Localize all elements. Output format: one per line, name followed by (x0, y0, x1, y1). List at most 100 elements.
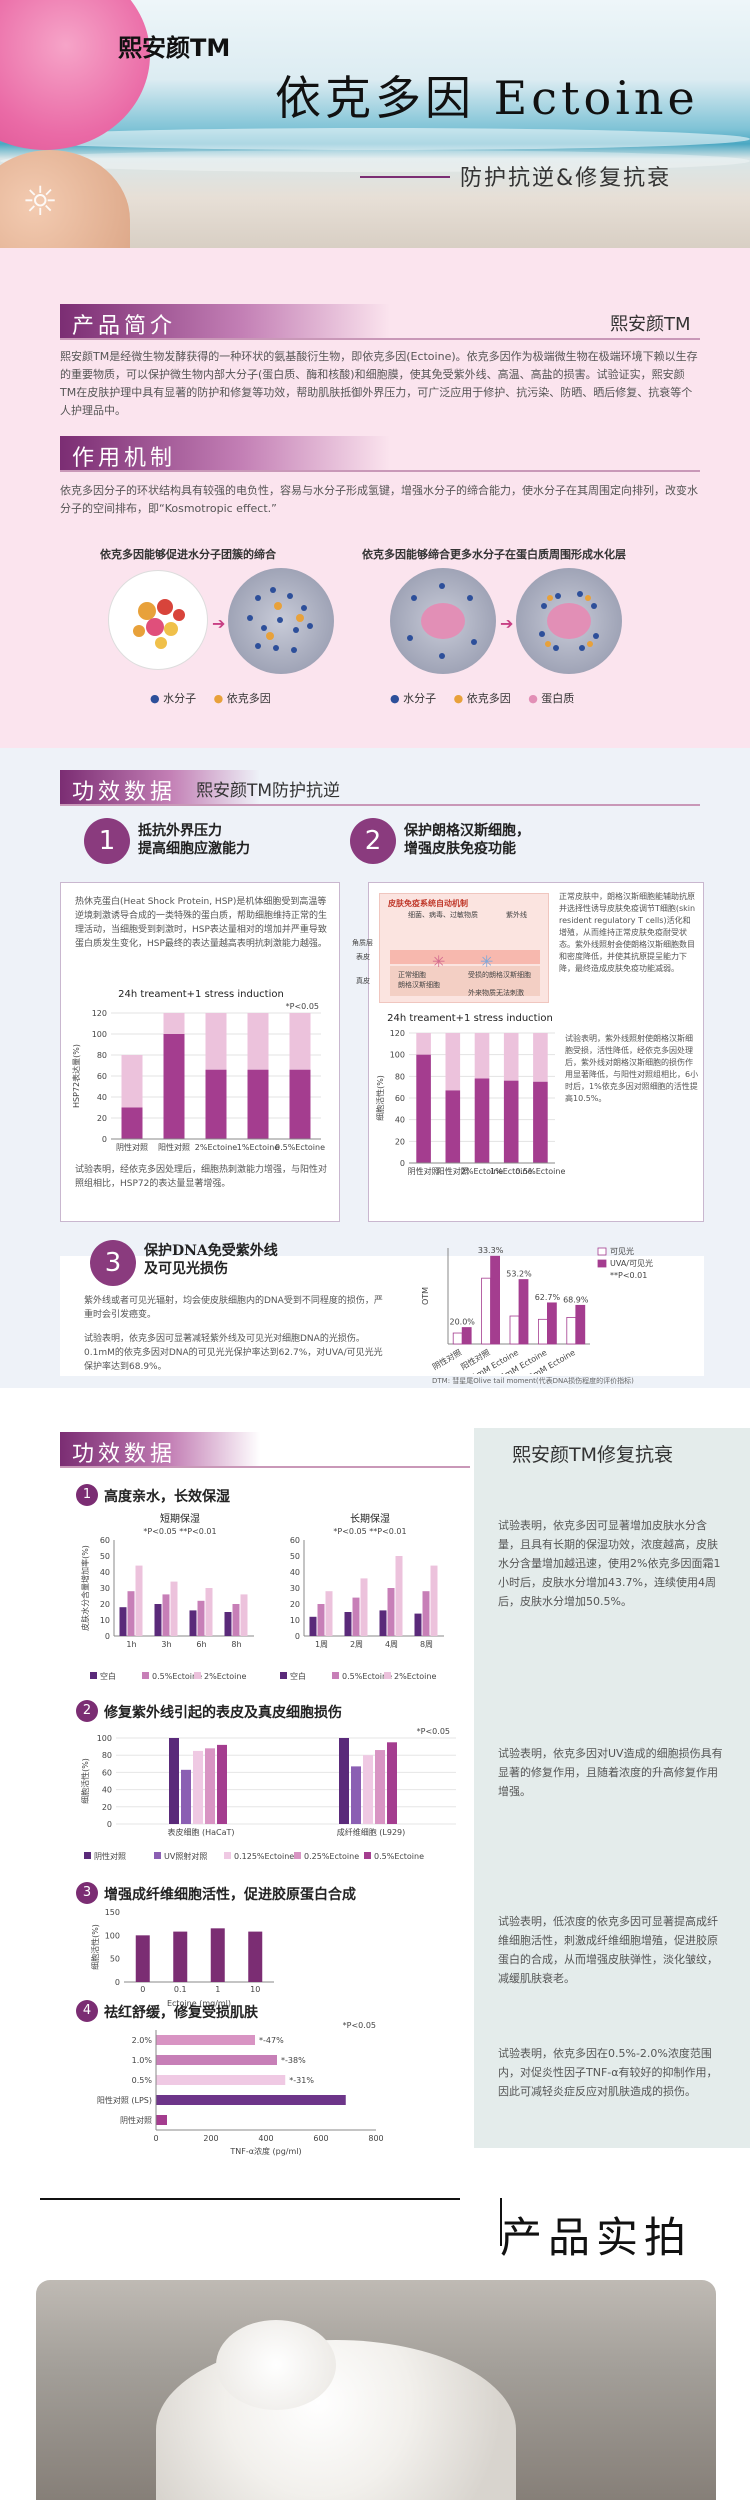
item4-title: 祛红舒缓，修复受损肌肤 (104, 2005, 258, 2021)
x-tick-label: 4周 (385, 1640, 398, 1649)
bar (156, 2055, 277, 2065)
bar (452, 1332, 463, 1345)
y-tick-label: 30 (290, 1584, 300, 1593)
data-label: 62.7% (535, 1293, 561, 1302)
y-tick-label: 20 (395, 1137, 405, 1146)
y-tick-label: 0 (400, 1159, 405, 1168)
bar (154, 1604, 162, 1636)
section-title: 作用机制 (72, 446, 177, 471)
damaged-cell-icon: ✳ (480, 952, 494, 971)
ectoine-cluster-icon (133, 599, 185, 649)
side-text-panel (474, 1428, 750, 2148)
x-axis-label: Ectoine (mg/ml) (167, 1999, 231, 2008)
card1-footer: 试验表明，经依克多因处理后，细胞热刺激能力增强，与阳性对照组相比，HSP72的表… (75, 1165, 328, 1189)
hero-brand: 熙安颜TM (118, 34, 231, 62)
subtitle-divider (360, 176, 450, 178)
x-tick-label: 0 (140, 1985, 145, 1994)
y-axis-label: 细胞活性(%) (80, 1758, 90, 1804)
title-rule (500, 2198, 502, 2246)
step-badge-4: 4 (76, 2000, 98, 2022)
bar (490, 1255, 500, 1345)
x-tick-label: 阴性对照 (116, 1142, 148, 1152)
bar (566, 1316, 577, 1345)
cell-repair-chart: *P<0.05 细胞活性(%) 0 20 40 60 80 100 表皮细胞 (HaCaT) 成纤… (80, 1727, 456, 1861)
y-tick-label: 20 (102, 1803, 112, 1812)
y-tick-label: 10 (290, 1616, 300, 1625)
legend-swatch (142, 1672, 149, 1679)
x-tick-label: 200 (203, 2134, 218, 2143)
legend-label: 0.5%Ectoine (152, 1672, 202, 1681)
x-tick-label: 1周 (315, 1640, 328, 1649)
bar (197, 1600, 205, 1636)
bar (416, 1054, 431, 1163)
arrow-right-icon: ➔ (212, 614, 226, 633)
efficacy2-brand: 熙安颜TM修复抗衰 (512, 1444, 673, 1466)
divider (60, 470, 700, 472)
bar (317, 1604, 325, 1636)
title-rule (40, 2198, 460, 2200)
bar (395, 1556, 403, 1636)
bar (224, 1612, 232, 1636)
chart-note: *P<0.05 (286, 1002, 319, 1011)
card-2: 皮肤免疫系统自动机制 ✳ ✳ 细菌、病毒、过敏物质 紫外线 角质层 表皮 真皮 … (352, 882, 704, 1222)
bar (169, 1738, 179, 1824)
data-label: 68.9% (563, 1295, 589, 1304)
efficacy-protect-section: 功效数据 熙安颜TM防护抗逆 1 抵抗外界压力 提高细胞应激能力 热休克蛋白(H… (0, 748, 750, 1388)
legend-label: 阴性对照 (94, 1851, 126, 1861)
data-label: 53.2% (506, 1270, 532, 1279)
y-tick-label: 80 (102, 1751, 112, 1760)
x-tick-label: 阳性对照 (158, 1142, 190, 1152)
y-tick-label: 60 (290, 1536, 300, 1545)
y-tick-label: 50 (290, 1552, 300, 1561)
y-tick-label: 100 (390, 1051, 405, 1060)
x-tick-label: 400 (258, 2134, 273, 2143)
arrow-right-icon: ➔ (500, 614, 514, 633)
protein-water-icon (407, 583, 477, 659)
section-title: 功效数据 (72, 780, 177, 805)
card1-title: 抵抗外界压力 提高细胞应激能力 (138, 823, 250, 857)
efficacy1-brand: 熙安颜TM防护抗逆 (196, 781, 341, 801)
bar (575, 1304, 586, 1345)
x-tick-label: 2周 (350, 1640, 363, 1649)
chart-note: *P<0.05 **P<0.01 (143, 1527, 216, 1536)
data-label: *-47% (259, 2036, 284, 2045)
legend-swatch (194, 1672, 201, 1679)
y-tick-label: 40 (100, 1568, 110, 1577)
chart-note: *P<0.05 **P<0.01 (333, 1527, 406, 1536)
bar (181, 1769, 191, 1824)
section-title: 产品简介 (72, 314, 177, 339)
legend-swatch (332, 1672, 339, 1679)
item2-text: 试验表明，依克多因对UV造成的细胞损伤具有显著的修复作用，且随着浓度的升高修复作… (498, 1747, 723, 1798)
bar (205, 1069, 227, 1139)
y-tick-label: 阴性对照 (120, 2115, 152, 2125)
bar (547, 1302, 557, 1345)
bar (163, 1013, 185, 1034)
x-tick-label: 8周 (420, 1640, 433, 1649)
y-tick-label: 150 (105, 1908, 120, 1917)
y-tick-label: 120 (390, 1029, 405, 1038)
chart-note: DTM: 彗星尾Olive tail moment(代表DNA损伤程度的评价指标… (432, 1377, 634, 1385)
legend-label: 空白 (100, 1671, 116, 1681)
legend-swatch (364, 1852, 371, 1859)
water-molecule-icon: ● (390, 692, 400, 705)
bar (474, 1033, 490, 1079)
bar (325, 1591, 333, 1636)
y-tick-label: 60 (102, 1768, 112, 1777)
bar (156, 2075, 286, 2085)
y-tick-label: 50 (110, 1955, 120, 1964)
y-axis-label: 细胞活性(%) (90, 1924, 100, 1970)
y-tick-label: 1.0% (132, 2056, 153, 2065)
x-tick-label: 0 (153, 2134, 158, 2143)
legend-swatch (597, 1247, 607, 1256)
bar (509, 1315, 520, 1345)
bar (445, 1090, 461, 1163)
y-tick-label: 80 (97, 1051, 107, 1060)
x-tick-label: 1%Ectoine (237, 1143, 279, 1152)
item1-text: 试验表明，依克多因可显著增加皮肤水分含量，且具有长期的保湿功效，浓度越高，皮肤水… (498, 1519, 721, 1608)
bar (339, 1738, 349, 1824)
sun-icon: ☼ (22, 179, 58, 225)
y-tick-label: 60 (395, 1094, 405, 1103)
bar (344, 1612, 352, 1636)
legend-swatch (224, 1852, 231, 1859)
tnf-chart: *P<0.05 2.0% *-47% 1.0% *-38% 0.5% *-31% 阳性对照 (… (97, 2021, 384, 2156)
